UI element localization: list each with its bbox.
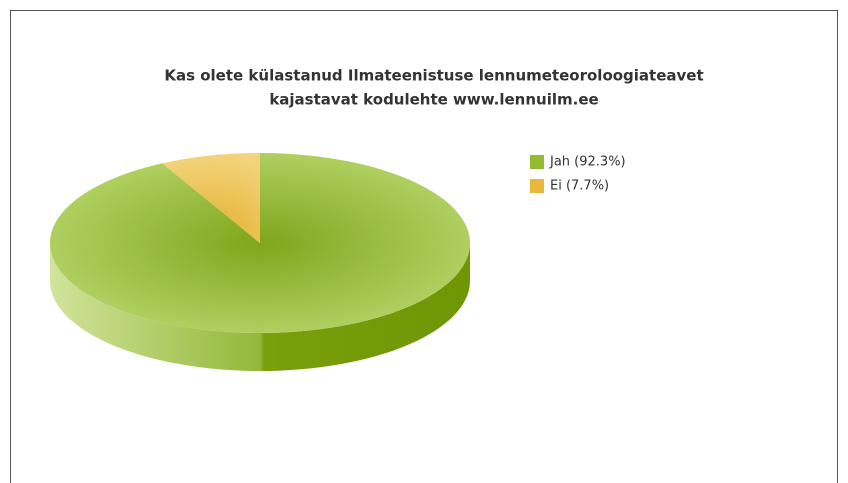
legend-label: Ei (7.7%) — [550, 179, 609, 194]
legend-label: Jah (92.3%) — [549, 155, 626, 170]
frame — [10, 10, 838, 483]
legend-swatch — [530, 179, 544, 193]
chart-title: kajastavat kodulehte www.lennuilm.ee — [269, 91, 598, 109]
legend-swatch — [530, 155, 544, 169]
chart-title: Kas olete külastanud Ilmateenistuse lenn… — [164, 67, 703, 85]
pie-slice — [162, 153, 260, 243]
pie-side — [50, 243, 470, 371]
pie-slice — [49, 153, 470, 333]
